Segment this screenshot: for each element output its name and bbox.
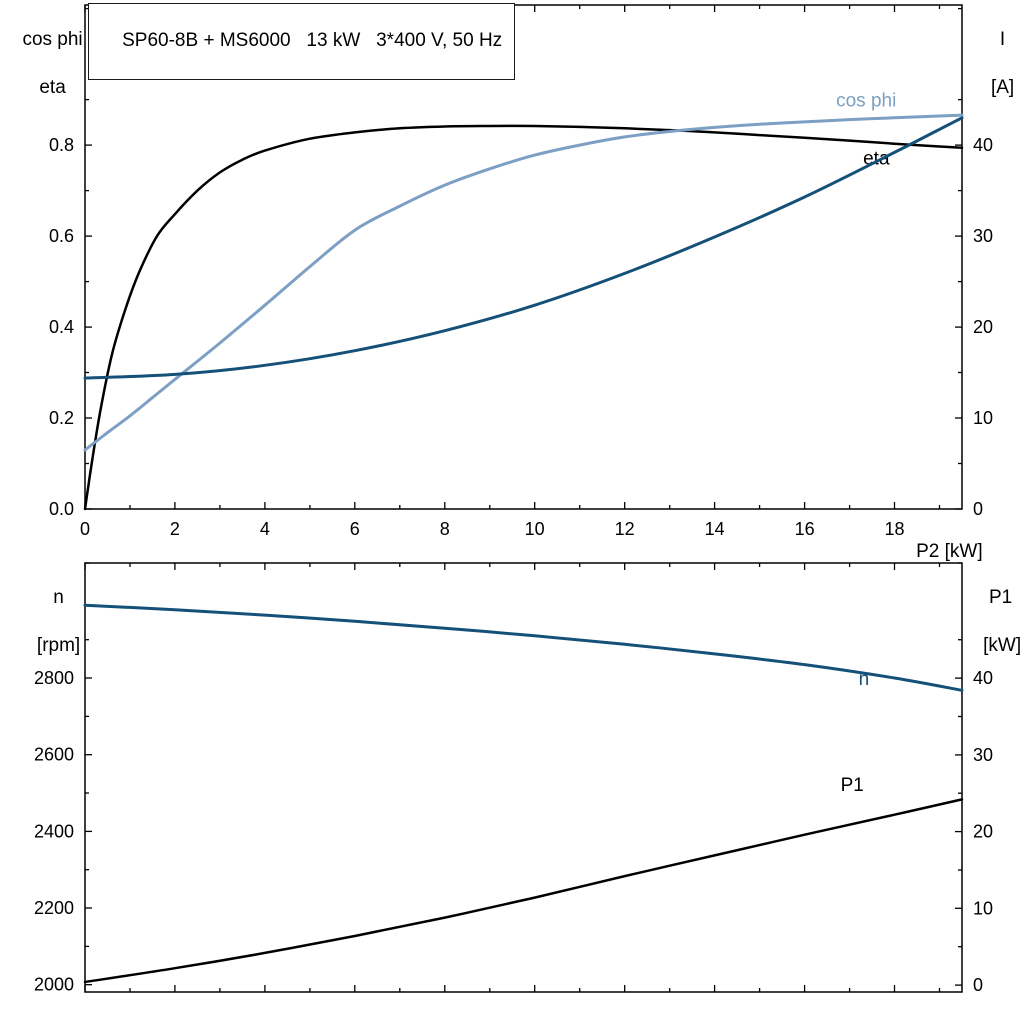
x-tick-label: 12 [615, 519, 635, 539]
y-tick-label-right: 10 [973, 898, 993, 918]
y-tick-label-left: 0.8 [49, 135, 74, 155]
y-tick-label-right: 40 [973, 135, 993, 155]
y-tick-label-left: 0.6 [49, 226, 74, 246]
p1-axis-label: P1 [988, 587, 1013, 608]
p1-curve-label: P1 [841, 775, 864, 796]
y-tick-label-left: 2800 [34, 668, 74, 688]
y-tick-label-left: 2400 [34, 821, 74, 841]
y-tick-label-left: 2200 [34, 898, 74, 918]
left-axis-title-bottom: n [rpm] [6, 562, 90, 682]
current-axis-label: I [999, 29, 1006, 50]
current-unit-label: [A] [990, 77, 1015, 98]
y-tick-label-left: 0.0 [49, 499, 74, 519]
x-tick-label: 10 [525, 519, 545, 539]
ticks [84, 562, 962, 992]
plot-top: 0 2 4 6 8 10 12 14 16 180.00.20.40.60.8010203040e… [49, 4, 993, 539]
p1-curve [83, 798, 964, 984]
speed-unit-label: [rpm] [36, 635, 81, 656]
y-tick-label-right: 20 [973, 822, 993, 842]
x-tick-label: 4 [260, 519, 270, 539]
speed-curve-label: n [859, 669, 870, 690]
ticks [84, 5, 962, 510]
y-tick-label-right: 20 [973, 317, 993, 337]
y-tick-label-right: 30 [973, 226, 993, 246]
y-tick-label-right: 40 [973, 668, 993, 688]
eta-curve [83, 124, 964, 511]
chart-title-box: SP60-8B + MS6000 13 kW 3*400 V, 50 Hz [88, 3, 516, 80]
x-tick-label: 8 [440, 519, 450, 539]
y-tick-label-right: 10 [973, 408, 993, 428]
tick-labels: 2000 2200 2400 2600 2800 0 10 20 30 40 [34, 668, 993, 995]
x-tick-label: 6 [350, 519, 360, 539]
speed-axis-label: n [53, 587, 64, 608]
cos-phi-curve [83, 113, 964, 452]
p2-axis-label: P2 [kW] [916, 541, 983, 562]
tick-labels: 0 2 4 6 8 10 12 14 16 18 0.0 0.2 0.4 0.6 0.8 0 10 20 30 40 [49, 135, 993, 539]
current-curve [83, 116, 964, 380]
y-tick-label-left: 2000 [34, 975, 74, 995]
x-axis-title: P2 [kW] [895, 519, 983, 585]
x-tick-label: 18 [884, 519, 904, 539]
plot-bottom: 2000 2200 2400 2600 2800 0 10 20 30 40 n P1 [34, 562, 993, 995]
x-tick-label: 0 [80, 519, 90, 539]
x-tick-label: 14 [705, 519, 725, 539]
y-tick-label-left: 0.4 [49, 317, 74, 337]
cos-phi-axis-label: cos phi [22, 29, 83, 50]
y-tick-label-left: 2600 [34, 745, 74, 765]
plot-border [84, 562, 963, 993]
y-tick-label-right: 30 [973, 745, 993, 765]
y-tick-label-right: 0 [973, 975, 983, 995]
y-tick-label-right: 0 [973, 499, 983, 519]
chart-title: SP60-8B + MS6000 13 kW 3*400 V, 50 Hz [122, 30, 503, 51]
x-tick-label: 2 [170, 519, 180, 539]
right-axis-title-bottom: P1 [kW] [962, 562, 1022, 682]
right-axis-title-top: I [A] [966, 4, 1018, 124]
plot-border [84, 4, 963, 510]
y-tick-label-left: 0.2 [49, 408, 74, 428]
p1-unit-label: [kW] [983, 635, 1022, 656]
cos-phi-curve-label: cos phi [836, 90, 896, 111]
speed-curve [83, 603, 964, 692]
left-axis-title-top: cos phi eta [0, 4, 84, 124]
x-tick-label: 16 [795, 519, 815, 539]
eta-axis-label: eta [39, 77, 66, 98]
